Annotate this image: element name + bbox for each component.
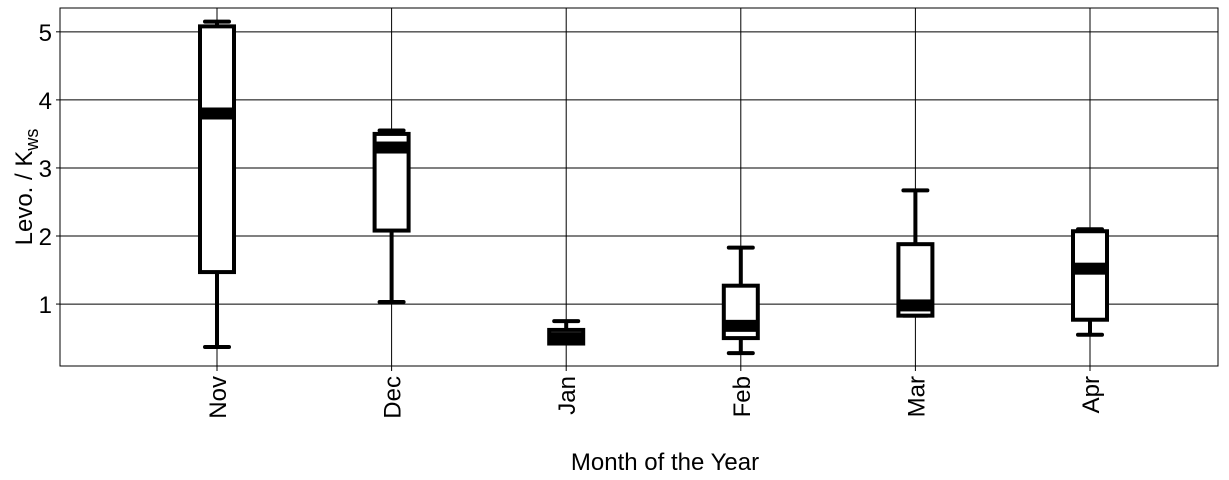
y-axis-label: Levo. / Kws [11, 129, 42, 246]
median [898, 299, 933, 312]
box [1071, 229, 1109, 322]
median [374, 141, 409, 154]
median [200, 107, 234, 120]
median [1073, 262, 1107, 275]
median [723, 319, 758, 332]
y-axis-label-subscript: ws [22, 129, 42, 152]
y-tick-label: 4 [39, 88, 52, 115]
x-axis-label: Month of the Year [571, 449, 759, 476]
y-tick-label: 1 [39, 292, 52, 319]
median [549, 332, 584, 345]
y-axis-label-main: Levo. / K [11, 151, 38, 246]
y-tick-label: 2 [39, 224, 52, 251]
plot-frame [59, 7, 1219, 367]
x-tick-label: Feb [729, 376, 756, 417]
x-tick-label: Dec [380, 376, 407, 419]
x-tick-label: Jan [554, 376, 581, 415]
x-tick-label: Apr [1078, 376, 1105, 413]
box [198, 24, 236, 275]
x-tick-label: Nov [205, 376, 232, 419]
y-tick-label: 3 [39, 156, 52, 183]
y-tick-label: 5 [39, 20, 52, 47]
x-tick-label: Mar [903, 376, 930, 417]
